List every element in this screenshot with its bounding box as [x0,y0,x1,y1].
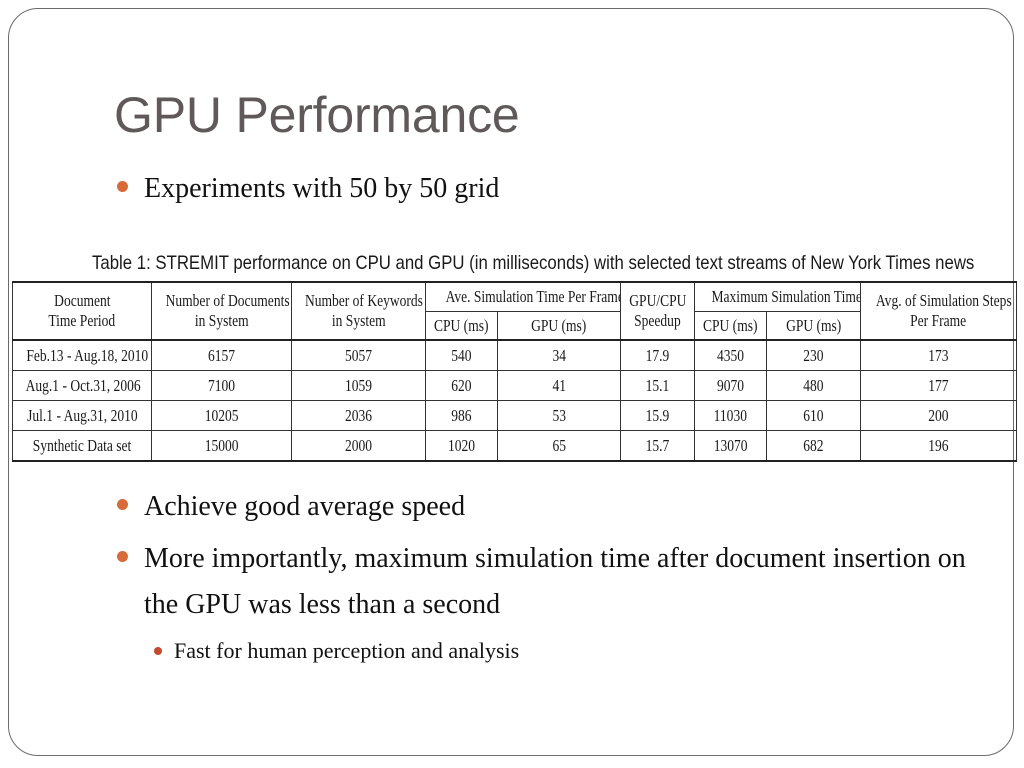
header-document-period: Document Time Period [12,281,152,341]
bullet-max-sim-time: More importantly, maximum simulation tim… [117,536,974,628]
bullet-text: Experiments with 50 by 50 grid [144,173,500,204]
cell-avg-steps: 173 [860,339,1017,371]
table-subheader-row: CPU (ms) GPU (ms) CPU (ms) GPU (ms) [13,311,1017,341]
cell-period: Feb.13 - Aug.18, 2010 [12,339,152,371]
cell-max-gpu: 682 [766,430,861,462]
cell-ave-cpu: 620 [425,370,498,401]
table-row: Synthetic Data set 15000 2000 1020 65 15… [12,430,1017,462]
subheader-max-gpu: GPU (ms) [766,311,861,341]
cell-avg-steps: 196 [860,430,1017,462]
header-speedup: GPU/CPU Speedup [620,281,695,341]
cell-max-cpu: 4350 [694,339,767,371]
cell-num-documents: 10205 [151,400,292,431]
cell-speedup: 15.7 [620,430,695,462]
bullet-text: More importantly, maximum simulation tim… [144,543,966,620]
cell-max-cpu: 9070 [694,370,767,401]
cell-period: Synthetic Data set [12,430,152,462]
sub-bullet-text: Fast for human perception and analysis [174,638,520,663]
subheader-ave-gpu: GPU (ms) [497,311,621,341]
performance-table: Document Time Period Number of Documents i… [12,281,1017,462]
cell-ave-gpu: 34 [497,339,621,371]
table-caption: Table 1: STREMIT performance on CPU and … [92,252,975,274]
cell-period: Aug.1 - Oct.31, 2006 [12,370,152,401]
cell-num-keywords: 5057 [291,339,426,371]
cell-num-keywords: 2000 [291,430,426,462]
table-row: Jul.1 - Aug.31, 2010 10205 2036 986 53 1… [12,400,1017,431]
cell-num-keywords: 2036 [291,400,426,431]
cell-avg-steps: 200 [860,400,1017,431]
cell-max-cpu: 11030 [694,400,767,431]
cell-num-documents: 6157 [151,339,292,371]
cell-ave-cpu: 540 [425,339,498,371]
cell-num-keywords: 1059 [291,370,426,401]
cell-avg-steps: 177 [860,370,1017,401]
sub-bullet-dot-icon [154,647,162,655]
table-row: Feb.13 - Aug.18, 2010 6157 5057 540 34 1… [12,339,1017,371]
cell-period: Jul.1 - Aug.31, 2010 [12,400,152,431]
subheader-ave-cpu: CPU (ms) [425,311,498,341]
cell-ave-cpu: 1020 [425,430,498,462]
bullet-dot-icon [117,181,128,192]
cell-ave-gpu: 53 [497,400,621,431]
cell-max-gpu: 480 [766,370,861,401]
header-ave-sim-time: Ave. Simulation Time Per Frame [425,281,621,312]
cell-max-gpu: 230 [766,339,861,371]
sub-bullet-perception: Fast for human perception and analysis [154,636,954,666]
bullet-dot-icon [117,499,128,510]
cell-num-documents: 7100 [151,370,292,401]
bullet-experiments: Experiments with 50 by 50 grid [117,166,964,212]
cell-ave-gpu: 41 [497,370,621,401]
header-avg-steps: Avg. of Simulation Steps Per Frame [860,281,1017,341]
slide-title: GPU Performance [114,87,520,143]
bullet-dot-icon [117,551,128,562]
table-header-row: Document Time Period Number of Documents i… [12,281,1017,341]
cell-speedup: 17.9 [620,339,695,371]
header-max-sim-time: Maximum Simulation Time [694,281,861,312]
bullet-average-speed: Achieve good average speed [117,484,974,530]
cell-ave-gpu: 65 [497,430,621,462]
cell-speedup: 15.1 [620,370,695,401]
table-row: Aug.1 - Oct.31, 2006 7100 1059 620 41 15… [12,370,1017,401]
cell-num-documents: 15000 [151,430,292,462]
performance-table-figure: Table 1: STREMIT performance on CPU and … [10,248,1017,468]
header-num-keywords: Number of Keywords in System [291,281,426,341]
cell-speedup: 15.9 [620,400,695,431]
bullet-text: Achieve good average speed [144,491,466,522]
cell-max-cpu: 13070 [694,430,767,462]
cell-ave-cpu: 986 [425,400,498,431]
subheader-max-cpu: CPU (ms) [694,311,767,341]
cell-max-gpu: 610 [766,400,861,431]
header-num-documents: Number of Documents in System [151,281,292,341]
